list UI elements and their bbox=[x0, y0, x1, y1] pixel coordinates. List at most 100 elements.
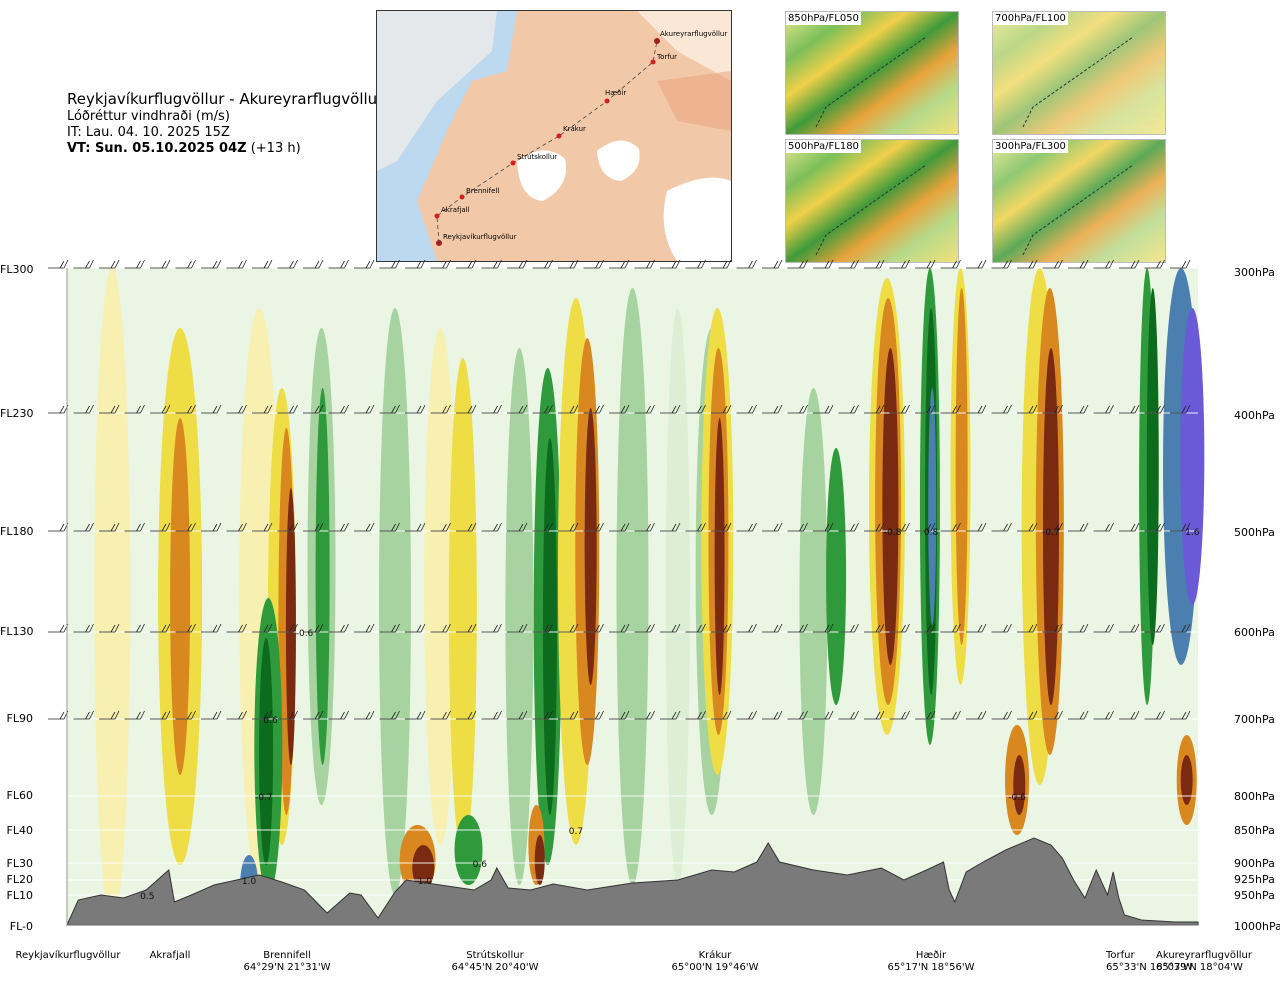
location-torfur: Torfur 65°33'N 18°07'W bbox=[1106, 950, 1193, 974]
wind-barb bbox=[711, 710, 732, 720]
wind-barb bbox=[1119, 259, 1140, 269]
contour-value-label: -0.7 bbox=[255, 793, 273, 803]
wind-barb bbox=[991, 522, 1012, 532]
wind-barb bbox=[1119, 623, 1140, 633]
wind-barb bbox=[966, 710, 987, 720]
wind-barb bbox=[609, 623, 630, 633]
wind-barb bbox=[1093, 623, 1114, 633]
p-label-950: 950hPa bbox=[1234, 889, 1275, 902]
thumbnail-300hpa[interactable]: 300hPa/FL300 bbox=[992, 139, 1166, 263]
p-label-850: 850hPa bbox=[1234, 824, 1275, 837]
fl-label-fl130: FL130 bbox=[0, 625, 34, 638]
p-label-925: 925hPa bbox=[1234, 873, 1275, 886]
wind-barb bbox=[864, 522, 885, 532]
wind-barb bbox=[1017, 522, 1038, 532]
p-label-1000: 1000hPa bbox=[1234, 920, 1280, 933]
wind-barb bbox=[150, 522, 171, 532]
wind-barb bbox=[685, 710, 706, 720]
wind-barb bbox=[558, 522, 579, 532]
vertical-velocity-band-31 bbox=[882, 348, 899, 665]
wind-barb bbox=[1144, 522, 1165, 532]
valid-time-offset: (+13 h) bbox=[250, 141, 301, 156]
vertical-velocity-band-21 bbox=[616, 288, 649, 885]
wind-barb bbox=[813, 710, 834, 720]
vertical-velocity-band-39 bbox=[1042, 348, 1059, 705]
issue-time: IT: Lau. 04. 10. 2025 15Z bbox=[67, 125, 230, 140]
wind-barb bbox=[175, 259, 196, 269]
wind-barb bbox=[889, 623, 910, 633]
wind-barb bbox=[201, 259, 222, 269]
thumbnail-850hpa[interactable]: 850hPa/FL050 bbox=[785, 11, 959, 135]
wind-barb bbox=[201, 710, 222, 720]
thumbnail-850hpa-graphic bbox=[786, 12, 958, 134]
terrain-profile bbox=[66, 837, 1199, 926]
thumbnail-500hpa[interactable]: 500hPa/FL180 bbox=[785, 139, 959, 263]
location-name: Akrafjall bbox=[149, 950, 191, 961]
wind-barb bbox=[787, 404, 808, 414]
thumbnail-label: 300hPa/FL300 bbox=[993, 140, 1068, 153]
wind-barb bbox=[915, 259, 936, 269]
map-label-reykjavikurflugvollur: Reykjavíkurflugvöllur bbox=[443, 233, 517, 241]
vertical-velocity-band-49 bbox=[412, 845, 435, 890]
wind-barb bbox=[583, 623, 604, 633]
thumbnail-700hpa[interactable]: 700hPa/FL100 bbox=[992, 11, 1166, 135]
location-name: Torfur bbox=[1106, 950, 1135, 961]
vertical-velocity-band-26 bbox=[714, 418, 725, 695]
wind-barb bbox=[1093, 259, 1114, 269]
wind-barb bbox=[813, 404, 834, 414]
vertical-velocity-band-27 bbox=[799, 388, 828, 815]
wind-barb bbox=[838, 522, 859, 532]
contour-value-label: -0.8 bbox=[884, 528, 902, 538]
wind-barb bbox=[507, 259, 528, 269]
wind-barb bbox=[175, 404, 196, 414]
location-reykjavikurflugvollur: Reykjavíkurflugvöllur bbox=[10, 950, 126, 962]
wind-barb bbox=[99, 710, 120, 720]
wind-barb bbox=[609, 710, 630, 720]
contour-value-label: 1.6 bbox=[1185, 528, 1200, 538]
wind-barb bbox=[813, 522, 834, 532]
p-label-400: 400hPa bbox=[1234, 409, 1275, 422]
wind-barb bbox=[303, 404, 324, 414]
wind-barb bbox=[252, 710, 273, 720]
map-label-strutskollur: Strútskollur bbox=[517, 153, 558, 161]
wind-barb bbox=[99, 623, 120, 633]
wind-barb bbox=[354, 710, 375, 720]
wind-barb bbox=[328, 404, 349, 414]
wind-barb bbox=[864, 404, 885, 414]
wind-barb bbox=[1068, 522, 1089, 532]
wind-barb bbox=[226, 259, 247, 269]
wind-barb bbox=[1042, 710, 1063, 720]
fl-label-fl180: FL180 bbox=[0, 525, 34, 538]
wind-barb bbox=[532, 522, 553, 532]
wind-barb bbox=[48, 259, 69, 269]
wind-barb bbox=[226, 623, 247, 633]
wind-barb bbox=[915, 710, 936, 720]
wind-barb bbox=[532, 404, 553, 414]
wind-barb bbox=[481, 623, 502, 633]
thumbnail-300hpa-graphic bbox=[993, 140, 1165, 262]
wind-barb bbox=[813, 259, 834, 269]
wind-barb bbox=[736, 522, 757, 532]
wind-barb bbox=[940, 522, 961, 532]
wind-barb bbox=[787, 522, 808, 532]
p-label-900: 900hPa bbox=[1234, 857, 1275, 870]
wind-barb bbox=[1170, 623, 1191, 633]
cross-section-chart: -0.8 0.8 -0.7 1.6 -0.6 0.6 -0.7 -0.6 0.7 0.6 1.0 -1… bbox=[48, 259, 1205, 926]
wind-barb bbox=[481, 259, 502, 269]
wind-barb bbox=[252, 259, 273, 269]
location-name: Hæðir bbox=[915, 950, 947, 961]
wind-barb bbox=[1093, 522, 1114, 532]
wind-barb bbox=[736, 404, 757, 414]
wind-barb bbox=[379, 710, 400, 720]
wind-barb bbox=[277, 522, 298, 532]
wind-barb bbox=[175, 522, 196, 532]
wind-barb bbox=[201, 404, 222, 414]
wind-barb bbox=[915, 623, 936, 633]
wind-barb bbox=[787, 623, 808, 633]
wind-barb bbox=[201, 522, 222, 532]
fl-label-fl230: FL230 bbox=[0, 407, 34, 420]
wind-barb bbox=[252, 404, 273, 414]
wind-barb bbox=[864, 623, 885, 633]
wind-barb bbox=[583, 710, 604, 720]
wind-barb bbox=[762, 259, 783, 269]
